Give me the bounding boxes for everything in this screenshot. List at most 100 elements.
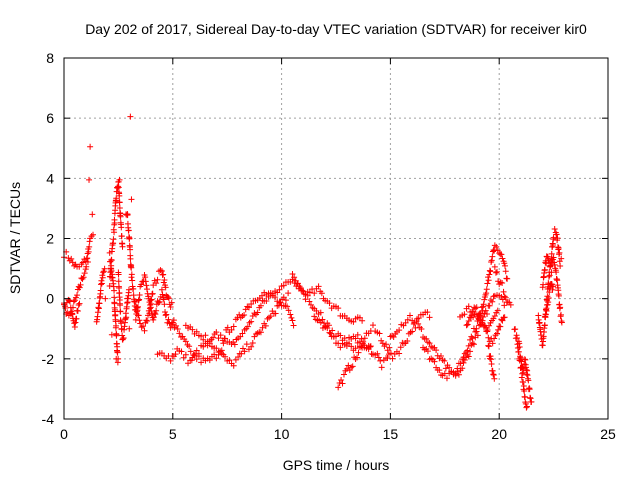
data-point bbox=[442, 365, 449, 372]
data-point bbox=[402, 319, 409, 326]
data-point bbox=[548, 250, 555, 257]
data-point bbox=[116, 192, 123, 199]
data-point bbox=[267, 313, 274, 320]
data-point bbox=[490, 372, 497, 379]
data-point bbox=[461, 311, 468, 318]
data-point bbox=[526, 386, 533, 393]
data-point bbox=[488, 257, 495, 264]
y-tick-label: -2 bbox=[42, 351, 55, 367]
data-point bbox=[99, 274, 106, 281]
data-point bbox=[146, 310, 153, 317]
data-point bbox=[193, 356, 200, 363]
data-point bbox=[138, 281, 145, 288]
data-point bbox=[426, 314, 433, 321]
data-point bbox=[374, 350, 381, 357]
data-point bbox=[143, 317, 150, 324]
data-point bbox=[487, 268, 494, 275]
data-point bbox=[306, 289, 313, 296]
data-point bbox=[62, 305, 69, 312]
data-point bbox=[113, 195, 120, 202]
data-point bbox=[463, 349, 470, 356]
data-point bbox=[494, 307, 501, 314]
data-point bbox=[111, 229, 118, 236]
data-point bbox=[167, 304, 174, 311]
data-point bbox=[390, 334, 397, 341]
data-point bbox=[550, 254, 557, 261]
data-point bbox=[367, 343, 374, 350]
data-point bbox=[142, 274, 149, 281]
data-point bbox=[118, 224, 125, 231]
data-point bbox=[352, 335, 359, 342]
data-point bbox=[495, 278, 502, 285]
data-point bbox=[549, 242, 556, 249]
data-point bbox=[169, 321, 176, 328]
data-point bbox=[150, 314, 157, 321]
data-point bbox=[489, 340, 496, 347]
data-point bbox=[404, 338, 411, 345]
data-point bbox=[154, 276, 161, 283]
data-point bbox=[499, 317, 506, 324]
data-point bbox=[110, 236, 117, 243]
data-point bbox=[113, 322, 120, 329]
y-tick-label: 2 bbox=[46, 231, 54, 247]
data-point bbox=[243, 341, 250, 348]
x-tick-label: 0 bbox=[60, 426, 68, 442]
data-point bbox=[554, 235, 561, 242]
data-point bbox=[521, 361, 528, 368]
data-point bbox=[441, 357, 448, 364]
data-point bbox=[481, 296, 488, 303]
data-point bbox=[72, 319, 79, 326]
data-point bbox=[182, 338, 189, 345]
data-point bbox=[389, 355, 396, 362]
data-point bbox=[272, 310, 279, 317]
data-point bbox=[557, 263, 564, 270]
data-point bbox=[545, 295, 552, 302]
data-point bbox=[317, 309, 324, 316]
chart-title: Day 202 of 2017, Sidereal Day-to-day VTE… bbox=[85, 21, 587, 37]
data-point bbox=[404, 316, 411, 323]
data-point bbox=[489, 298, 496, 305]
data-point bbox=[222, 353, 229, 360]
data-point bbox=[490, 315, 497, 322]
data-point bbox=[486, 271, 493, 278]
data-point bbox=[160, 296, 167, 303]
data-point bbox=[543, 307, 550, 314]
data-point bbox=[158, 268, 165, 275]
data-point bbox=[272, 294, 279, 301]
y-tick-label: 8 bbox=[46, 50, 54, 66]
data-point bbox=[313, 307, 320, 314]
data-point bbox=[485, 342, 492, 349]
data-point bbox=[115, 278, 122, 285]
data-point bbox=[160, 271, 167, 278]
data-point bbox=[118, 233, 125, 240]
data-point bbox=[536, 319, 543, 326]
data-point bbox=[555, 245, 562, 252]
data-point bbox=[468, 341, 475, 348]
data-point bbox=[475, 316, 482, 323]
data-point bbox=[156, 298, 163, 305]
data-point bbox=[339, 380, 346, 387]
data-point bbox=[457, 360, 464, 367]
data-point bbox=[167, 357, 174, 364]
data-point bbox=[113, 355, 120, 362]
data-point bbox=[130, 285, 137, 292]
data-point bbox=[555, 292, 562, 299]
data-point bbox=[262, 322, 269, 329]
data-point bbox=[96, 300, 103, 307]
data-point bbox=[542, 314, 549, 321]
data-point bbox=[497, 279, 504, 286]
data-point bbox=[436, 367, 443, 374]
data-point bbox=[467, 336, 474, 343]
data-point bbox=[111, 220, 118, 227]
data-point bbox=[135, 297, 142, 304]
data-point bbox=[259, 324, 266, 331]
data-point bbox=[165, 295, 172, 302]
data-point bbox=[117, 308, 124, 315]
data-point bbox=[470, 341, 477, 348]
data-point bbox=[377, 357, 384, 364]
data-point bbox=[469, 340, 476, 347]
data-point bbox=[226, 357, 233, 364]
data-point bbox=[486, 302, 493, 309]
data-point bbox=[143, 286, 150, 293]
